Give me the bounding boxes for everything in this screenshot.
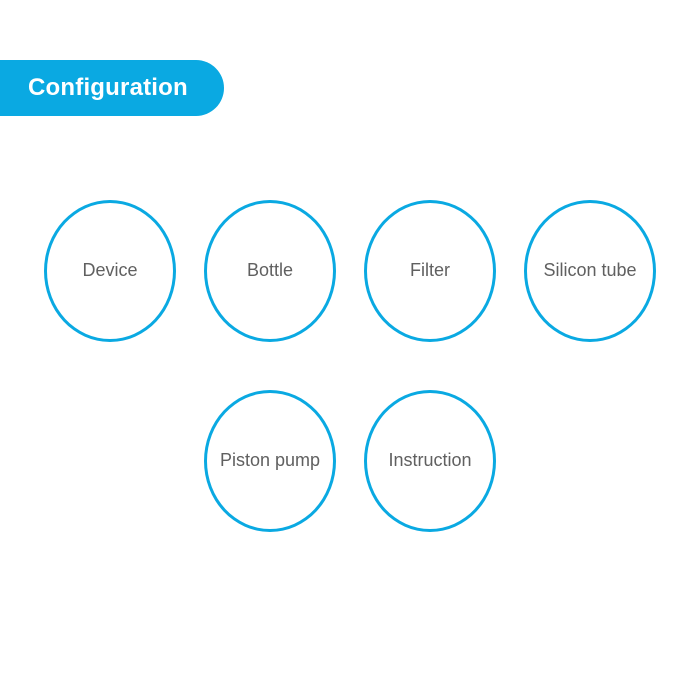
config-item-bottle: Bottle	[204, 200, 336, 342]
config-item-label: Bottle	[247, 259, 293, 282]
grid-row: Device Bottle Filter Silicon tube	[44, 200, 656, 342]
config-item-label: Device	[82, 259, 137, 282]
config-item-instruction: Instruction	[364, 390, 496, 532]
grid-row: Piston pump Instruction	[204, 390, 496, 532]
section-title: Configuration	[28, 74, 188, 102]
configuration-grid: Device Bottle Filter Silicon tube Piston…	[0, 200, 700, 532]
config-item-filter: Filter	[364, 200, 496, 342]
config-item-label: Silicon tube	[543, 259, 636, 282]
config-item-silicon-tube: Silicon tube	[524, 200, 656, 342]
config-item-device: Device	[44, 200, 176, 342]
config-item-label: Instruction	[388, 449, 471, 472]
config-item-label: Piston pump	[220, 449, 320, 472]
section-header: Configuration	[0, 60, 224, 116]
config-item-label: Filter	[410, 259, 450, 282]
config-item-piston-pump: Piston pump	[204, 390, 336, 532]
